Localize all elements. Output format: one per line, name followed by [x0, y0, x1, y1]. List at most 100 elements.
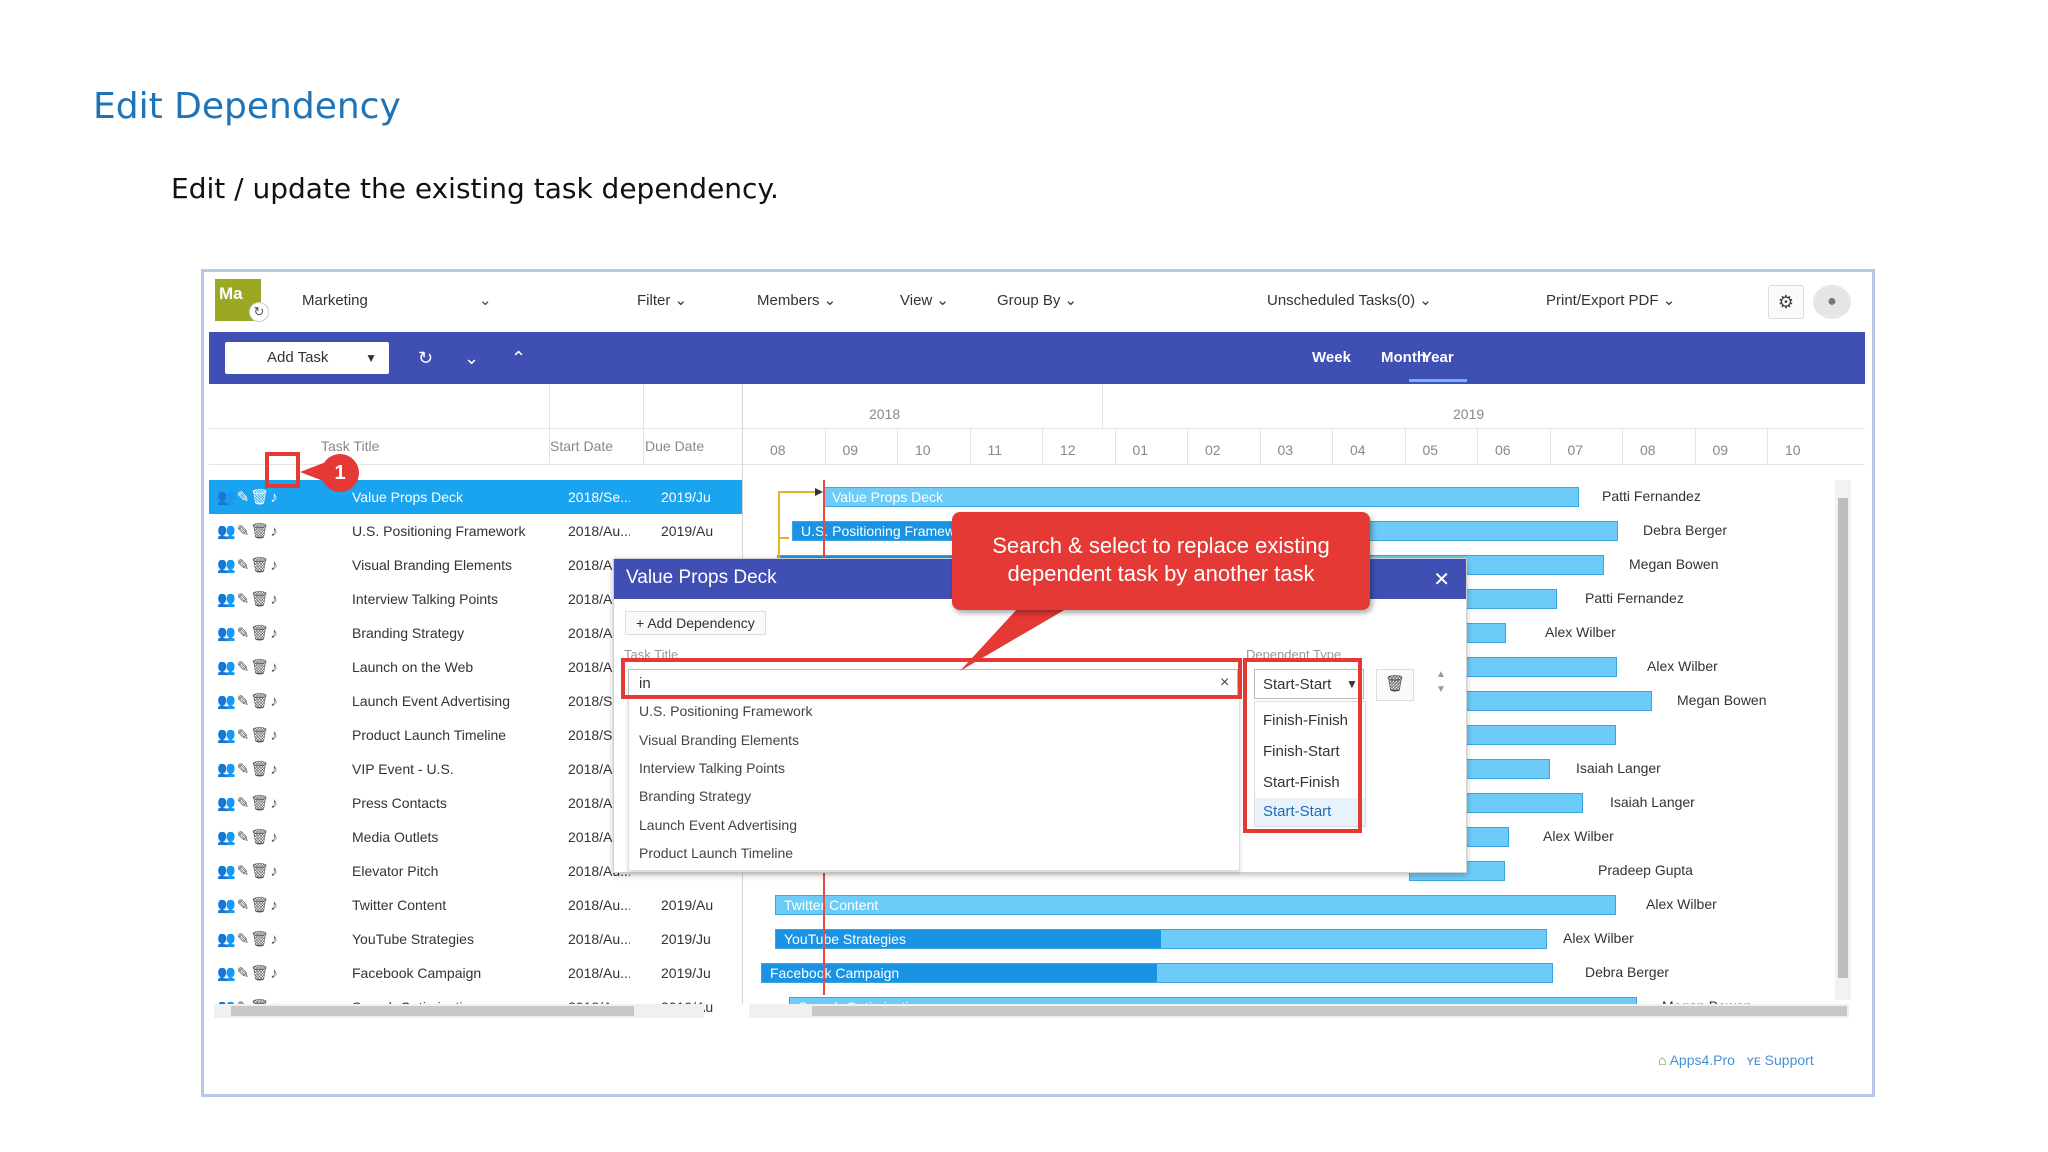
collapse-all-icon[interactable]: ⌃	[511, 348, 527, 368]
refresh-icon[interactable]: ↻	[249, 302, 269, 322]
dependency-icon[interactable]: ♪	[270, 931, 279, 948]
members-icon[interactable]: 👥	[217, 557, 237, 574]
add-dependency-button[interactable]: + Add Dependency	[625, 611, 766, 635]
task-row[interactable]: 👥✎🗑♪ Twitter Content 2018/Au... 2019/Au	[209, 888, 742, 922]
task-row[interactable]: 👥✎🗑♪ U.S. Positioning Framework 2018/Au...…	[209, 514, 742, 548]
members-icon[interactable]: 👥	[217, 897, 237, 914]
view-week-button[interactable]: Week	[1312, 349, 1351, 366]
gantt-bar[interactable]: Value Props Deck	[823, 487, 1579, 507]
dependency-icon[interactable]: ♪	[270, 863, 279, 880]
dependent-type-select[interactable]: Start-Start	[1254, 669, 1364, 699]
trash-icon[interactable]: 🗑	[1376, 669, 1414, 701]
members-icon[interactable]: 👥	[217, 659, 237, 676]
members-icon[interactable]: 👥	[217, 523, 237, 540]
pencil-icon[interactable]: ✎	[236, 625, 251, 642]
menu-group-by[interactable]: Group By ⌄	[997, 292, 1078, 309]
type-option[interactable]: Start-Finish	[1263, 774, 1340, 791]
pencil-icon[interactable]: ✎	[236, 897, 251, 914]
members-icon[interactable]: 👥	[217, 795, 237, 812]
pencil-icon[interactable]: ✎	[236, 795, 251, 812]
task-row[interactable]: 👥✎🗑♪ Press Contacts 2018/Au...	[209, 786, 742, 820]
trash-icon[interactable]: 🗑	[250, 965, 271, 982]
members-icon[interactable]: 👥	[217, 727, 237, 744]
trash-icon[interactable]: 🗑	[250, 829, 271, 846]
project-select[interactable]: Marketing	[302, 292, 368, 309]
type-option[interactable]: Finish-Finish	[1263, 712, 1349, 729]
menu-print-export[interactable]: Print/Export PDF ⌄	[1546, 292, 1676, 309]
menu-unscheduled-tasks[interactable]: Unscheduled Tasks(0) ⌄	[1267, 292, 1432, 309]
pencil-icon[interactable]: ✎	[236, 591, 251, 608]
pencil-icon[interactable]: ✎	[236, 863, 251, 880]
suggestion-item[interactable]: Product Launch Timeline	[639, 845, 794, 861]
suggestion-item[interactable]: Interview Talking Points	[639, 760, 786, 776]
timeline-horizontal-scrollbar[interactable]	[749, 1004, 1849, 1018]
trash-icon[interactable]: 🗑	[250, 489, 271, 506]
dependency-icon[interactable]: ♪	[270, 761, 279, 778]
pencil-icon[interactable]: ✎	[236, 693, 251, 710]
trash-icon[interactable]: 🗑	[250, 693, 271, 710]
dependency-icon[interactable]: ♪	[270, 965, 279, 982]
type-option[interactable]: Finish-Start	[1263, 743, 1340, 760]
members-icon[interactable]: 👥	[217, 965, 237, 982]
trash-icon[interactable]: 🗑	[250, 659, 271, 676]
trash-icon[interactable]: 🗑	[250, 727, 271, 744]
task-row[interactable]: 👥✎🗑♪ YouTube Strategies 2018/Au... 2019/Ju	[209, 922, 742, 956]
trash-icon[interactable]: 🗑	[250, 863, 271, 880]
pencil-icon[interactable]: ✎	[236, 727, 251, 744]
dependency-icon[interactable]: ♪	[270, 489, 279, 506]
menu-filter[interactable]: Filter ⌄	[637, 292, 688, 309]
trash-icon[interactable]: 🗑	[250, 931, 271, 948]
close-icon[interactable]: ✕	[1433, 569, 1450, 591]
task-row[interactable]: 👥✎🗑♪ Interview Talking Points 2018/Au...	[209, 582, 742, 616]
vertical-scrollbar[interactable]	[1835, 480, 1851, 1000]
pencil-icon[interactable]: ✎	[236, 659, 251, 676]
dependency-icon[interactable]: ♪	[270, 625, 279, 642]
clear-search-icon[interactable]: ×	[1220, 674, 1230, 691]
members-icon[interactable]: 👥	[217, 761, 237, 778]
caret-down-icon[interactable]: ▼	[365, 351, 377, 365]
type-option-selected[interactable]: Start-Start	[1255, 798, 1365, 826]
dependency-icon[interactable]: ♪	[270, 557, 279, 574]
user-icon[interactable]: ●	[1813, 285, 1851, 319]
menu-members[interactable]: Members ⌄	[757, 292, 837, 309]
trash-icon[interactable]: 🗑	[250, 761, 271, 778]
pencil-icon[interactable]: ✎	[236, 829, 251, 846]
dependency-icon[interactable]: ♪	[270, 523, 279, 540]
caret-down-icon[interactable]: ▼	[1346, 677, 1358, 691]
refresh-icon[interactable]: ↻	[418, 348, 434, 368]
gantt-bar[interactable]: YouTube Strategies	[775, 929, 1547, 949]
pencil-icon[interactable]: ✎	[236, 761, 251, 778]
apps4pro-link[interactable]: Apps4.Pro	[1669, 1052, 1735, 1068]
gear-icon[interactable]: ⚙	[1768, 285, 1804, 319]
trash-icon[interactable]: 🗑	[250, 795, 271, 812]
pencil-icon[interactable]: ✎	[236, 931, 251, 948]
gantt-bar[interactable]: Facebook Campaign	[761, 963, 1553, 983]
members-icon[interactable]: 👥	[217, 829, 237, 846]
trash-icon[interactable]: 🗑	[250, 897, 271, 914]
members-icon[interactable]: 👥	[217, 931, 237, 948]
suggestion-item[interactable]: Branding Strategy	[639, 788, 752, 804]
members-icon[interactable]: 👥	[217, 591, 237, 608]
trash-icon[interactable]: 🗑	[250, 625, 271, 642]
members-icon[interactable]: 👥	[217, 693, 237, 710]
members-icon[interactable]: 👥	[217, 489, 237, 506]
gantt-bar[interactable]: Twitter Content	[775, 895, 1616, 915]
dependency-icon[interactable]: ♪	[270, 591, 279, 608]
dialog-scroll-arrows[interactable]: ▲ ▼	[1436, 669, 1446, 695]
members-icon[interactable]: 👥	[217, 863, 237, 880]
trash-icon[interactable]: 🗑	[250, 523, 271, 540]
dependency-icon[interactable]: ♪	[270, 795, 279, 812]
view-month-button[interactable]: Month	[1381, 349, 1426, 366]
trash-icon[interactable]: 🗑	[250, 591, 271, 608]
suggestion-item[interactable]: Visual Branding Elements	[639, 732, 800, 748]
task-row[interactable]: 👥✎🗑♪ Facebook Campaign 2018/Au... 2019/Ju	[209, 956, 742, 990]
members-icon[interactable]: 👥	[217, 625, 237, 642]
expand-all-icon[interactable]: ⌄	[464, 348, 480, 368]
trash-icon[interactable]: 🗑	[250, 557, 271, 574]
add-task-button[interactable]: Add Task ▼	[225, 342, 389, 374]
menu-view[interactable]: View ⌄	[900, 292, 949, 309]
chevron-down-icon[interactable]: ⌄	[479, 292, 492, 309]
support-link[interactable]: Support	[1764, 1052, 1814, 1068]
view-year-button[interactable]: Year	[1422, 349, 1454, 366]
pencil-icon[interactable]: ✎	[236, 557, 251, 574]
